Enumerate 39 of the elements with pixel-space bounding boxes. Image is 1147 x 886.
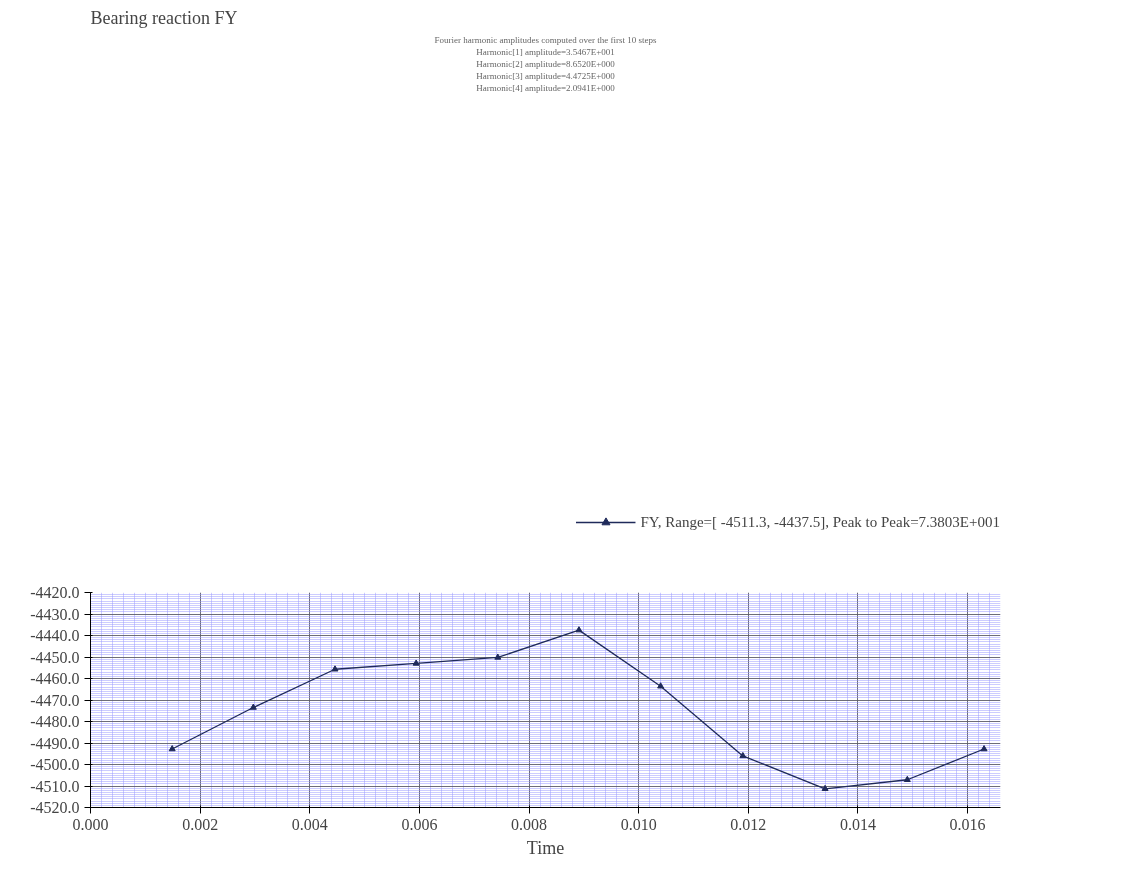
- text: Harmonic[2] amplitude=8.6520E+000: [476, 58, 616, 69]
- legend-label: FY, Range=[ -4511.3, -4437.5], Peak to Peak=7.3803E+001: [640, 513, 1000, 531]
- point: [331, 665, 339, 672]
- x-tick-label: 0.002: [182, 815, 219, 833]
- x-tick-label: 0.012: [730, 815, 767, 833]
- chart-title: Bearing reaction FY: [90, 7, 238, 28]
- x-axis-title: Time: [526, 837, 565, 858]
- text: Fourier harmonic amplitudes computed over the first 10 steps: [434, 34, 657, 45]
- y-tick-label: -4510.0: [30, 777, 80, 795]
- x-tick-label: 0.016: [949, 815, 986, 833]
- point: [739, 751, 747, 759]
- point: [249, 703, 257, 710]
- text: Harmonic[1] amplitude=3.5467E+001: [476, 46, 615, 57]
- y-tick-label: -4470.0: [30, 691, 80, 709]
- point: [575, 626, 583, 633]
- y-tick-label: -4450.0: [30, 648, 80, 666]
- y-tick-label: -4430.0: [30, 605, 80, 623]
- x-tick-label: 0.010: [620, 815, 657, 833]
- point: [980, 745, 988, 752]
- y-tick-label: -4520.0: [30, 799, 80, 816]
- x-tick-label: 0.014: [839, 815, 876, 833]
- y-tick-label: -4500.0: [30, 756, 80, 773]
- y-tick-label: -4420.0: [30, 584, 80, 601]
- text: Harmonic[4] amplitude=2.0941E+000: [476, 82, 616, 93]
- x-tick-label: 0.004: [291, 815, 328, 833]
- point: [412, 659, 420, 666]
- y-tick-label: -4440.0: [30, 627, 80, 644]
- x-tick-label: 0.000: [72, 815, 109, 833]
- text: Harmonic[3] amplitude=4.4725E+000: [476, 70, 616, 81]
- y-tick-label: -4490.0: [30, 734, 80, 752]
- point: [903, 775, 911, 782]
- point: [168, 745, 176, 752]
- y-tick-label: -4460.0: [30, 670, 80, 687]
- x-tick-label: 0.008: [511, 815, 548, 833]
- y-tick-label: -4480.0: [30, 713, 80, 730]
- point: [657, 682, 665, 689]
- point: [821, 784, 829, 792]
- point: [494, 653, 502, 660]
- x-tick-label: 0.006: [401, 815, 438, 833]
